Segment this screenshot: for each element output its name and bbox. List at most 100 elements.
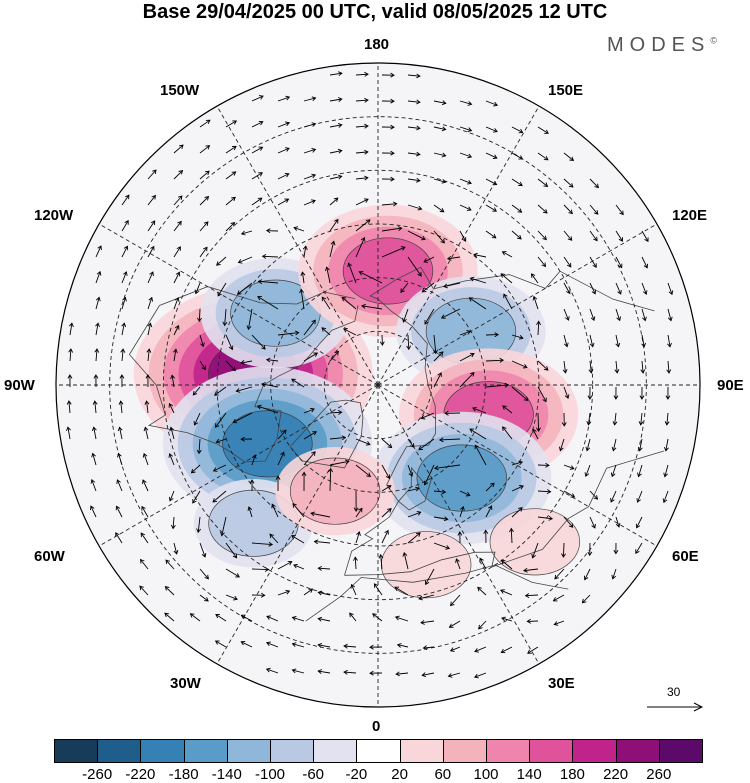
wind-arrow (290, 535, 305, 544)
wind-arrow (665, 386, 671, 400)
colorbar-tick-label: -20 (345, 766, 368, 783)
wind-arrow (343, 328, 357, 336)
wind-arrow (225, 594, 238, 601)
wind-arrow (641, 282, 648, 296)
colorbar-tick-label: -220 (125, 766, 156, 783)
coastline (398, 466, 433, 511)
wind-arrow (381, 438, 393, 449)
wind-arrow (361, 303, 383, 310)
wind-arrow (469, 276, 487, 284)
wind-arrow (164, 585, 175, 596)
wind-arrow (615, 516, 621, 528)
colorbar-swatch (183, 739, 228, 763)
wind-arrow (173, 271, 181, 284)
wind-arrow (260, 382, 279, 388)
wind-arrow (139, 558, 149, 570)
wind-arrow (459, 330, 472, 336)
wind-arrow (251, 95, 264, 102)
wind-arrow (293, 226, 305, 232)
wind-arrow (407, 532, 421, 544)
wind-arrow (449, 646, 461, 652)
wind-arrow (418, 594, 435, 601)
wind-arrow (358, 270, 383, 284)
wind-arrow (213, 386, 227, 396)
wind-arrow (444, 410, 461, 416)
wind-arrow (265, 641, 279, 648)
wind-arrow (531, 542, 539, 559)
wind-arrow (353, 490, 359, 512)
wind-arrow (589, 204, 599, 215)
wind-arrow (468, 297, 487, 310)
wind-arrow (469, 428, 487, 440)
wind-arrow (277, 429, 287, 440)
wind-arrow (537, 256, 547, 268)
colorbar-swatch (97, 739, 142, 763)
wind-arrow (173, 144, 184, 154)
wind-arrow (215, 614, 227, 622)
wind-arrow (459, 505, 465, 518)
colorbar-swatch (399, 739, 444, 763)
wind-arrow (615, 256, 623, 269)
wind-arrow (246, 308, 253, 331)
wind-arrow (483, 529, 489, 544)
wind-arrow (266, 615, 279, 622)
wind-arrow (170, 516, 176, 530)
wind-arrow (240, 230, 253, 236)
wind-arrow (317, 642, 331, 648)
wind-arrow (173, 195, 183, 206)
wind-arrow (350, 583, 357, 596)
wind-arrow (115, 532, 123, 544)
wind-arrow (310, 511, 331, 518)
wind-arrow (277, 198, 290, 206)
wind-arrow (247, 506, 253, 518)
wind-arrow (459, 100, 473, 106)
wind-arrow (355, 123, 369, 129)
wind-arrow (90, 505, 97, 518)
wind-arrow (301, 471, 307, 492)
wind-arrow (303, 352, 319, 362)
wind-arrow (562, 360, 568, 374)
longitude-label-30w: 30W (170, 675, 201, 692)
wind-arrow (251, 197, 263, 206)
wind-arrow (589, 178, 600, 189)
wind-arrow (537, 204, 548, 214)
wind-arrow (192, 386, 201, 396)
longitude-label-180: 180 (364, 36, 390, 53)
wind-arrow (378, 553, 384, 570)
wind-arrow (381, 246, 406, 258)
wind-arrow (212, 464, 227, 472)
wind-arrow (251, 120, 264, 128)
wind-arrow (329, 435, 347, 441)
wind-arrow (637, 438, 643, 452)
wind-arrow (663, 438, 669, 452)
wind-arrow (140, 532, 149, 544)
wind-arrow (329, 174, 343, 180)
wind-arrow (537, 489, 552, 495)
wind-arrow (379, 334, 385, 346)
wind-arrow (121, 322, 127, 336)
wind-arrow (459, 490, 471, 497)
wind-arrow (199, 334, 205, 348)
wind-arrow (220, 516, 227, 537)
wind-arrow (485, 178, 498, 186)
colorbar-swatch (486, 739, 531, 763)
wind-arrow (168, 402, 175, 414)
brand-text: MODES (607, 34, 711, 56)
wind-arrow (420, 619, 435, 625)
wind-arrow (381, 201, 398, 207)
wind-arrow (240, 360, 253, 365)
wind-arrow (147, 271, 154, 284)
wind-arrow (192, 490, 201, 504)
wind-arrow (381, 464, 391, 480)
wind-arrow (173, 324, 180, 336)
wind-arrow (225, 120, 238, 128)
wind-arrow (561, 412, 567, 427)
longitude-label-60w: 60W (34, 548, 65, 565)
wind-arrow (641, 334, 647, 348)
wind-arrow (116, 479, 123, 492)
wind-arrow (277, 589, 291, 596)
wind-arrow (532, 428, 539, 440)
wind-arrow (433, 351, 444, 362)
wind-arrow (353, 556, 358, 570)
colorbar-tick-label: -260 (82, 766, 113, 783)
